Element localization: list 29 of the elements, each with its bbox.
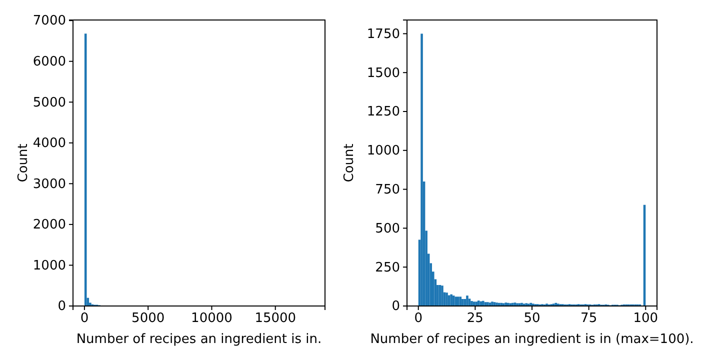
y-tick-label: 750 (375, 182, 400, 198)
y-tick-label: 1250 (366, 104, 400, 120)
y-tick-label: 1750 (366, 26, 400, 42)
x-tick-label: 0 (414, 311, 423, 326)
y-axis-title: Count (16, 144, 31, 182)
x-tick-label: 75 (580, 311, 598, 326)
y-tick-label: 0 (58, 299, 66, 314)
x-tick-label: 25 (466, 311, 484, 326)
y-tick-label: 0 (392, 299, 400, 314)
x-tick-label: 15000 (254, 311, 296, 326)
y-tick-label: 2000 (32, 218, 66, 233)
y-tick-label: 250 (375, 260, 400, 276)
y-tick-label: 1000 (32, 258, 66, 274)
y-tick-label: 5000 (32, 95, 66, 110)
x-tick-label: 100 (633, 311, 658, 326)
y-tick-label: 4000 (32, 136, 66, 152)
y-axis-title: Count (342, 144, 357, 182)
x-axis-title: Number of recipes an ingredient is in (max=100). (370, 332, 694, 347)
x-tick-label: 0 (80, 311, 89, 326)
x-axis-title: Number of recipes an ingredient is in. (76, 332, 322, 347)
x-tick-label: 5000 (132, 311, 165, 326)
y-tick-label: 3000 (32, 176, 66, 192)
y-tick-label: 6000 (32, 54, 66, 70)
y-tick-label: 500 (375, 221, 400, 236)
y-tick-label: 1500 (366, 66, 400, 81)
x-tick-label: 50 (524, 311, 540, 326)
y-tick-label: 7000 (32, 14, 66, 29)
x-tick-label: 10000 (191, 311, 232, 326)
y-tick-label: 1000 (366, 144, 400, 159)
